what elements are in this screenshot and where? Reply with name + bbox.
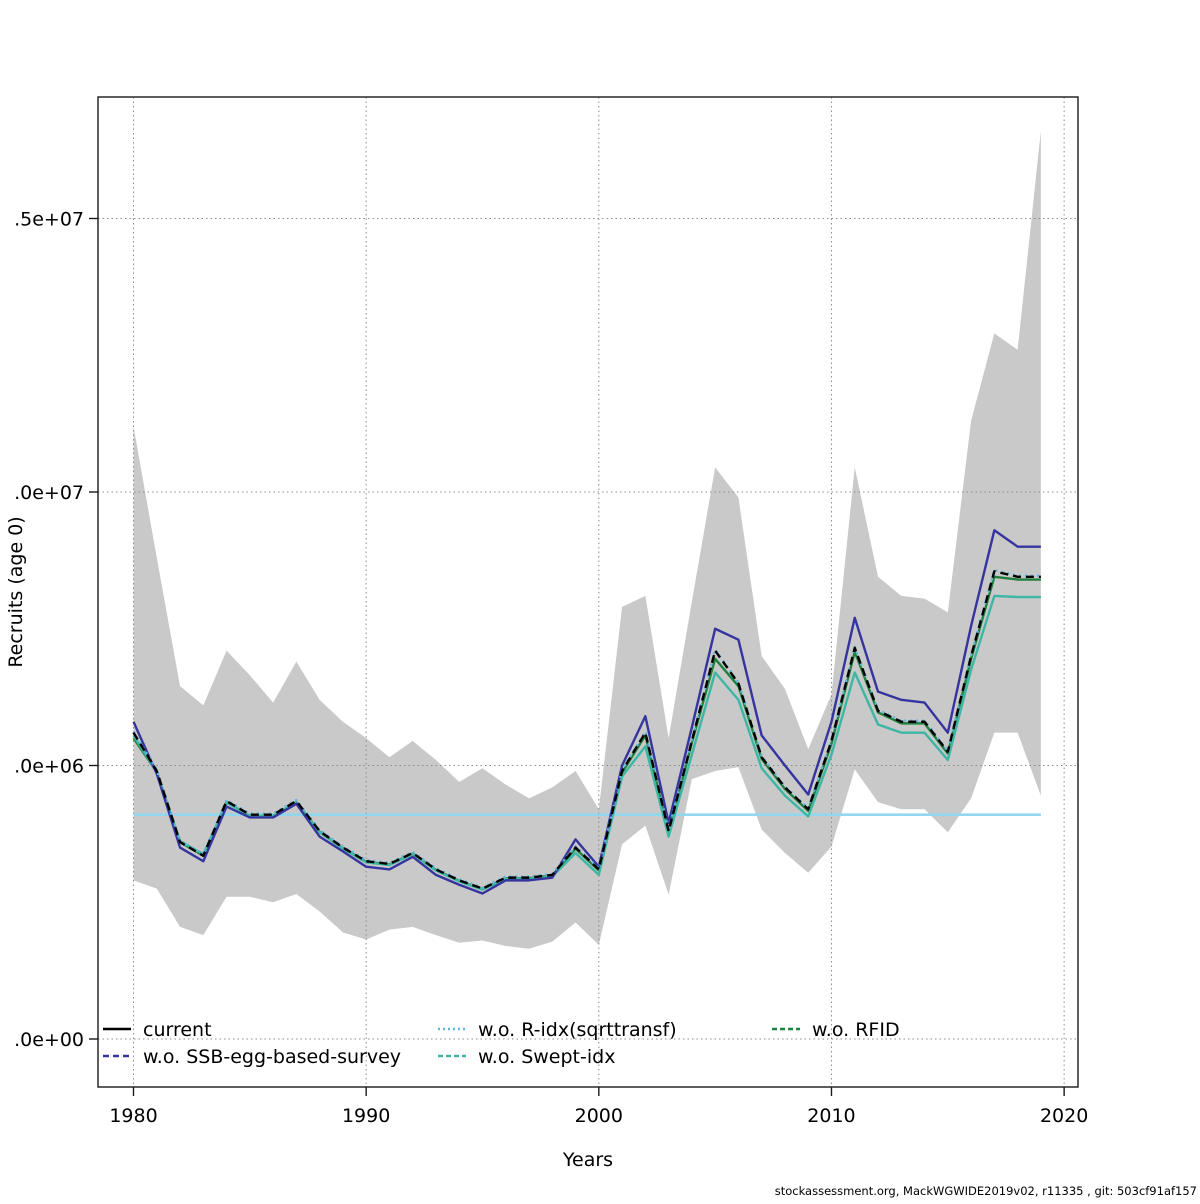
series-line-swept bbox=[132, 594, 1041, 891]
axes-layer: 1980 1990 2000 2010 2020 .0e+00 .0e+06 .0e+07 .5… bbox=[14, 96, 1088, 1127]
x-tick-label: 2000 bbox=[575, 1105, 623, 1127]
legend: current w.o. SSB-egg-based-survey w.o. R-i… bbox=[103, 1019, 900, 1068]
legend-label-swept: w.o. Swept-idx bbox=[478, 1046, 615, 1068]
confidence-band bbox=[133, 130, 1041, 949]
y-tick-label: .5e+07 bbox=[14, 209, 84, 231]
confidence-band-layer bbox=[133, 130, 1041, 949]
plot-border bbox=[97, 96, 1079, 1088]
y-axis-title: Recruits (age 0) bbox=[5, 516, 27, 667]
x-tick-label: 2010 bbox=[807, 1105, 855, 1127]
x-axis-title: Years bbox=[562, 1149, 613, 1171]
y-tick-label: .0e+06 bbox=[14, 756, 84, 778]
y-tick-label: .0e+00 bbox=[14, 1029, 84, 1051]
series-line-current bbox=[132, 570, 1041, 890]
legend-label-ssb: w.o. SSB-egg-based-survey bbox=[143, 1046, 401, 1068]
legend-label-rfid: w.o. RFID bbox=[812, 1019, 900, 1041]
y-tick-label: .0e+07 bbox=[14, 482, 84, 504]
legend-label-current: current bbox=[143, 1019, 212, 1041]
x-tick-label: 2020 bbox=[1040, 1105, 1088, 1127]
series-layer bbox=[132, 529, 1041, 895]
series-line-ssb bbox=[132, 529, 1041, 895]
legend-label-ridx: w.o. R-idx(sqrttransf) bbox=[478, 1019, 677, 1041]
gridline-layer bbox=[98, 97, 1078, 1087]
x-tick-label: 1980 bbox=[109, 1105, 157, 1127]
footer-attribution: stockassessment.org, MackWGWIDE2019v02, … bbox=[775, 1184, 1197, 1198]
x-tick-label: 1990 bbox=[342, 1105, 390, 1127]
